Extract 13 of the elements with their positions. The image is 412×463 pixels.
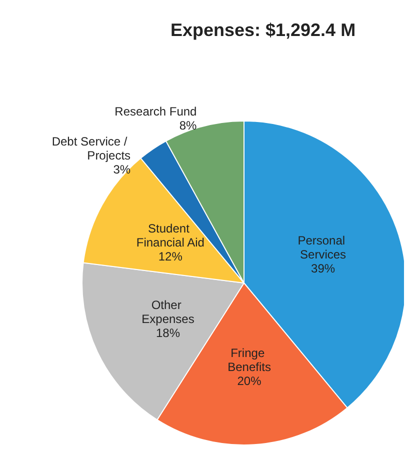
data-label: 39% <box>311 262 336 276</box>
data-label: 20% <box>237 374 262 388</box>
data-label: 3% <box>113 162 131 176</box>
slice-label: Fringe Benefits <box>228 346 271 374</box>
chart-title: Expenses: $1,292.4 M <box>170 20 356 40</box>
data-label: 12% <box>158 250 183 264</box>
data-label: 8% <box>179 118 198 132</box>
slice-label: Other Expenses <box>142 298 194 326</box>
slice-label: Debt Service / Projects <box>52 134 131 162</box>
slice-label: Personal Services <box>298 234 348 262</box>
slice-label: Student Financial Aid <box>136 222 204 250</box>
slice-label: Research Fund <box>114 104 197 118</box>
data-label: 18% <box>156 326 180 340</box>
